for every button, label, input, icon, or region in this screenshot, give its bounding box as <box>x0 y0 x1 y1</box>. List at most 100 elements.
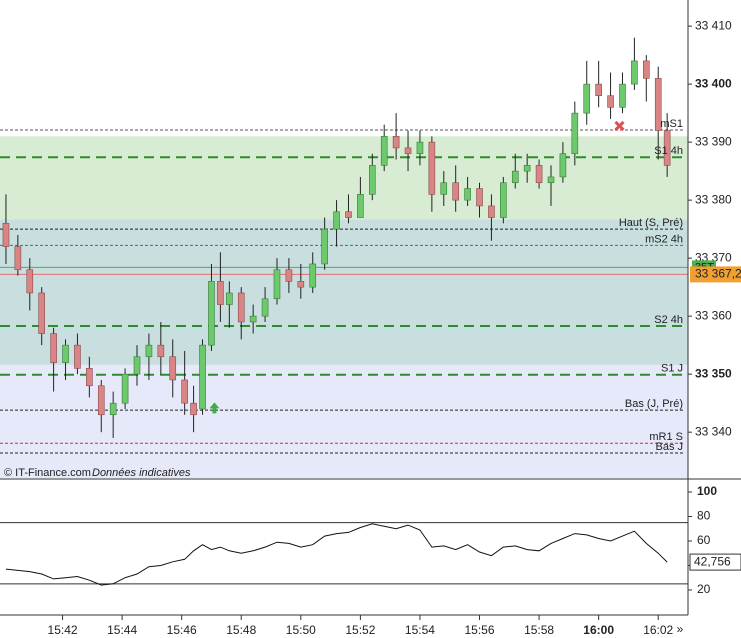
candle-body <box>392 136 400 149</box>
candle-body <box>547 176 555 184</box>
candle-body <box>452 182 459 201</box>
level-label: Bas J <box>655 441 683 453</box>
last-value-box <box>689 553 741 571</box>
x-tick-label: 15:58 <box>524 623 554 637</box>
candle-body <box>285 269 293 282</box>
level-label: S1 4h <box>654 145 683 157</box>
level-label: mS2 4h <box>645 233 683 245</box>
candle-body <box>38 292 45 334</box>
candle-body <box>488 205 495 218</box>
candle-body <box>559 153 567 178</box>
candle-body <box>249 315 257 323</box>
note: Données indicatives <box>92 467 191 479</box>
y-tick-label: 33 400 <box>695 76 732 90</box>
candle-body <box>643 60 650 79</box>
y-tick-label: 33 380 <box>695 192 732 206</box>
candle-body <box>157 344 165 358</box>
candle-body <box>133 356 141 375</box>
candle-body <box>380 136 388 166</box>
candle-body <box>145 344 153 358</box>
candle-body <box>404 147 412 155</box>
candle-body <box>345 211 352 218</box>
candle-body <box>97 385 105 416</box>
candle-body <box>654 78 662 131</box>
level-label: mS1 <box>660 118 683 130</box>
x-tick-label: 15:44 <box>107 623 137 637</box>
x-tick-label: 15:42 <box>48 623 78 637</box>
candle-body <box>523 165 531 172</box>
candle-body <box>121 373 129 404</box>
marker-arrow <box>209 402 220 414</box>
candle-body <box>273 269 281 300</box>
candle-body <box>190 402 197 416</box>
candle-body <box>333 211 340 230</box>
nav-button[interactable]: » <box>677 622 684 636</box>
x-tick-label: 15:48 <box>226 623 256 637</box>
x-tick-label: 15:46 <box>167 623 197 637</box>
candle-body <box>26 269 34 294</box>
candle-body <box>663 130 671 166</box>
level-label: mR1 S <box>649 431 683 443</box>
candle-body <box>62 344 69 363</box>
y-tick-label: 80 <box>697 509 711 523</box>
source: © IT-Finance.com <box>4 467 91 479</box>
candle-body <box>14 246 22 271</box>
candle-body <box>181 379 188 404</box>
last-value-label: 42,756 <box>694 554 731 568</box>
candle-body <box>583 83 591 114</box>
candle-body <box>309 263 317 288</box>
candle-body <box>261 298 269 317</box>
y-tick-label: 60 <box>697 533 711 547</box>
candle-body <box>74 344 81 369</box>
candle-body <box>500 182 507 218</box>
candle-body <box>511 170 519 184</box>
x-tick-label: 16:02 <box>643 623 673 637</box>
candle-body <box>440 182 448 195</box>
candle-body <box>476 188 483 207</box>
y-tick-label: 33 340 <box>695 424 732 438</box>
marker-cross <box>614 120 625 131</box>
candle-body <box>595 83 602 97</box>
y-tick-label: 100 <box>697 484 717 498</box>
y-tick-label: 33 360 <box>695 308 732 322</box>
zone <box>0 219 688 365</box>
candle-body <box>109 402 117 416</box>
candle-body <box>86 368 93 387</box>
y-tick-label: 33 410 <box>695 18 732 32</box>
candle-body <box>169 356 177 381</box>
zone <box>0 136 688 220</box>
candle-body <box>535 165 543 184</box>
candle-body <box>428 141 436 195</box>
candle-body <box>571 112 579 155</box>
level-label: S2 4h <box>654 314 683 326</box>
candle-body <box>297 281 305 288</box>
candle-body <box>607 95 614 108</box>
candle-body <box>2 223 10 247</box>
x-tick-label: 15:54 <box>405 623 435 637</box>
candle-body <box>237 292 245 323</box>
x-tick-label: 15:56 <box>464 623 494 637</box>
candle-body <box>199 344 206 410</box>
level-label: Bas (J, Pré) <box>625 398 683 410</box>
candle-body <box>226 292 233 305</box>
candle-body <box>50 333 57 363</box>
candle-body <box>208 281 215 346</box>
level-label: S1 J <box>661 363 683 375</box>
candle-body <box>368 165 376 195</box>
candle-body <box>357 194 364 218</box>
candle-body <box>464 188 471 201</box>
candle-body <box>321 228 328 265</box>
current-box <box>690 266 741 283</box>
level-label: Haut (S, Pré) <box>619 217 683 229</box>
zone <box>0 364 688 478</box>
x-tick-label: 16:00 <box>583 623 614 637</box>
candle-body <box>619 83 626 108</box>
candle-body <box>631 60 638 85</box>
candle-body <box>217 281 224 305</box>
current-label: 33 367,2 <box>695 267 741 281</box>
y-tick-label: 33 390 <box>695 134 732 148</box>
candle-body <box>416 141 424 155</box>
indicator-line <box>5 523 668 586</box>
x-tick-label: 15:50 <box>286 623 316 637</box>
